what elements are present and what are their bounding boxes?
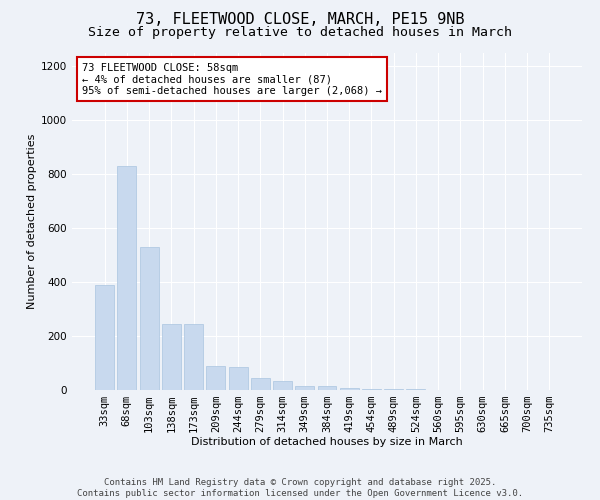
Text: 73 FLEETWOOD CLOSE: 58sqm
← 4% of detached houses are smaller (87)
95% of semi-d: 73 FLEETWOOD CLOSE: 58sqm ← 4% of detach… [82, 62, 382, 96]
Bar [184, 324, 203, 390]
Bar [95, 284, 114, 390]
Text: Size of property relative to detached houses in March: Size of property relative to detached ho… [88, 26, 512, 39]
Bar [251, 378, 270, 390]
Text: 73, FLEETWOOD CLOSE, MARCH, PE15 9NB: 73, FLEETWOOD CLOSE, MARCH, PE15 9NB [136, 12, 464, 28]
Bar [340, 388, 359, 390]
Bar [317, 386, 337, 390]
X-axis label: Distribution of detached houses by size in March: Distribution of detached houses by size … [191, 436, 463, 446]
Y-axis label: Number of detached properties: Number of detached properties [27, 134, 37, 309]
Bar [362, 388, 381, 390]
Bar [140, 247, 158, 390]
Bar [118, 166, 136, 390]
Text: Contains HM Land Registry data © Crown copyright and database right 2025.
Contai: Contains HM Land Registry data © Crown c… [77, 478, 523, 498]
Bar [295, 386, 314, 390]
Bar [162, 324, 181, 390]
Bar [384, 389, 403, 390]
Bar [229, 367, 248, 390]
Bar [206, 366, 225, 390]
Bar [273, 380, 292, 390]
